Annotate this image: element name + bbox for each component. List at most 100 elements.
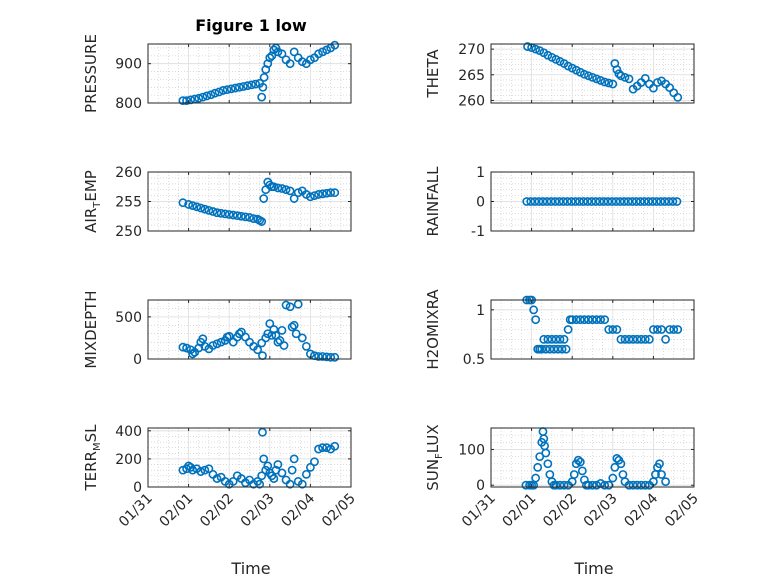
data-point <box>600 77 610 87</box>
data-point <box>228 210 238 220</box>
data-point <box>624 480 634 490</box>
data-point <box>588 315 597 325</box>
data-point <box>583 197 593 206</box>
x-tick-label: 02/04 <box>278 490 318 530</box>
data-point <box>555 480 565 490</box>
data-point <box>541 344 551 354</box>
y-tick-label: 260 <box>115 165 142 181</box>
data-point <box>287 322 297 332</box>
data-point <box>297 333 307 343</box>
x-tick-label: 02/05 <box>662 491 702 531</box>
data-point <box>285 479 295 489</box>
data-point <box>649 83 658 93</box>
y-tick-label: 0.5 <box>463 352 485 368</box>
data-point <box>259 454 269 464</box>
data-point <box>281 185 291 195</box>
subplot-2: 250 255 260 AIRTEMP <box>82 165 352 240</box>
y-tick-label: 260 <box>458 93 485 109</box>
figure-title: Figure 1 low <box>195 16 307 35</box>
y-tick-label: 1 <box>476 165 485 181</box>
data-point <box>577 466 587 476</box>
data-point <box>632 334 642 344</box>
data-point <box>234 82 244 92</box>
data-point <box>318 352 327 361</box>
data-point <box>530 197 540 206</box>
data-point <box>628 480 638 490</box>
data-point <box>188 465 198 475</box>
data-point <box>236 211 246 221</box>
data-point <box>265 319 275 328</box>
data-point <box>224 331 234 341</box>
y-axis-label: PRESSURE <box>82 34 100 113</box>
y-label-tail: EMP <box>82 170 100 201</box>
data-point <box>206 90 216 100</box>
data-point <box>587 197 597 206</box>
y-tick-label: 800 <box>115 96 142 112</box>
data-point <box>640 480 650 490</box>
data-point <box>293 299 303 309</box>
data-point <box>551 480 561 490</box>
data-point <box>322 443 332 453</box>
data-point <box>301 469 311 479</box>
data-point <box>541 448 551 458</box>
data-point <box>212 339 222 349</box>
y-axis-label: THETA <box>424 49 442 99</box>
data-point <box>649 325 658 334</box>
data-point <box>534 197 544 206</box>
data-point <box>310 191 319 200</box>
data-point <box>657 325 666 334</box>
data-point <box>273 183 283 193</box>
data-point <box>277 49 287 59</box>
data-point <box>202 91 212 101</box>
data-point <box>326 188 336 198</box>
data-point <box>596 76 606 85</box>
data-point <box>257 217 267 226</box>
data-point <box>579 315 589 325</box>
data-point <box>591 197 601 206</box>
subplot-6: 01/31 02/01 02/02 02/03 02/04 02/05 0 200 400 TER… <box>82 424 359 531</box>
data-point <box>555 334 565 344</box>
data-point <box>253 345 263 355</box>
data-point <box>285 59 295 69</box>
y-label-main: RAINFALL <box>424 166 442 237</box>
data-point <box>526 197 536 206</box>
data-point <box>212 474 222 483</box>
x-tick-label: 02/03 <box>581 491 621 531</box>
data-point <box>314 190 323 199</box>
data-point <box>198 334 208 344</box>
axes-box <box>490 43 695 104</box>
y-tick-label: 0 <box>133 480 142 496</box>
data-point <box>291 329 301 339</box>
data-point <box>631 197 641 206</box>
data-point <box>243 81 252 91</box>
data-point <box>208 341 218 350</box>
data-point <box>279 341 289 350</box>
data-point <box>595 197 605 206</box>
x-tick-label: 02/04 <box>621 490 661 530</box>
x-tick-label: 01/31 <box>459 491 499 531</box>
data-point <box>257 92 267 102</box>
data-point <box>559 480 569 490</box>
y-tick-label: 265 <box>458 68 485 84</box>
data-point <box>239 82 248 91</box>
data-point <box>257 471 267 481</box>
data-point <box>616 71 626 81</box>
data-point <box>322 352 332 362</box>
data-point <box>584 71 593 81</box>
data-point <box>537 344 547 354</box>
y-label-subscript: T <box>92 201 103 209</box>
data-point <box>214 87 224 97</box>
data-point <box>673 92 683 102</box>
data-point <box>669 325 679 334</box>
data-point <box>551 334 561 344</box>
data-point <box>588 480 597 490</box>
data-point <box>592 480 601 490</box>
data-point <box>547 334 557 344</box>
data-point <box>230 83 240 93</box>
data-point <box>538 197 548 206</box>
y-tick-label: -1 <box>471 224 485 240</box>
y-axis-label: RAINFALL <box>424 166 442 237</box>
subplot-5: 0.5 1 H2OMIXRA <box>424 289 695 370</box>
data-point <box>285 302 295 312</box>
data-point <box>305 192 315 202</box>
